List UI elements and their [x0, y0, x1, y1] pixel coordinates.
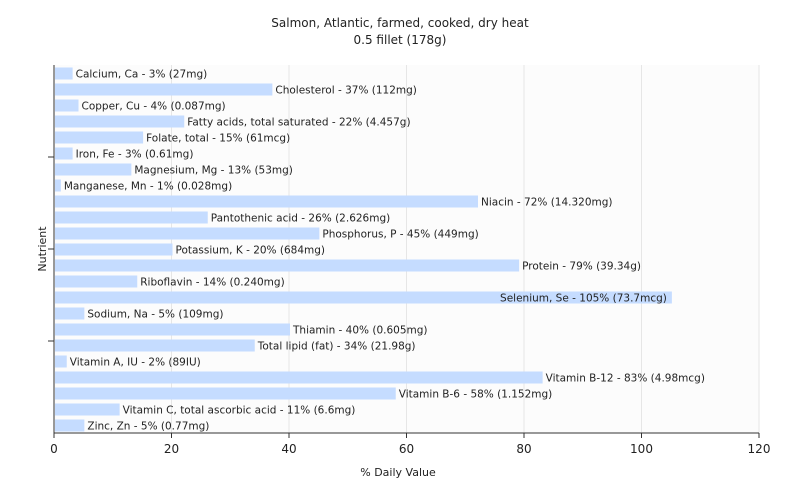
bar-label: Cholesterol - 37% (112mg) — [275, 85, 417, 97]
bar — [55, 339, 255, 352]
chart-subtitle: 0.5 fillet (178g) — [354, 33, 447, 47]
bar-label: Total lipid (fat) - 34% (21.98g) — [257, 341, 416, 353]
bar-label: Sodium, Na - 5% (109mg) — [87, 309, 223, 321]
bar-labels: Calcium, Ca - 3% (27mg) Cholesterol - 37%… — [64, 69, 705, 433]
bar-label: Magnesium, Mg - 13% (53mg) — [134, 165, 293, 177]
x-tick-label: 0 — [50, 442, 58, 456]
y-axis-ticks — [48, 156, 54, 342]
x-tick-label: 20 — [164, 442, 179, 456]
bar-label: Copper, Cu - 4% (0.087mg) — [82, 101, 226, 113]
bar-label: Vitamin B-6 - 58% (1.152mg) — [399, 389, 553, 401]
bar — [55, 67, 73, 80]
bar — [55, 291, 672, 304]
bar — [55, 403, 120, 416]
bar — [55, 355, 67, 368]
x-tick-label: 60 — [399, 442, 414, 456]
bar-label: Potassium, K - 20% (684mg) — [176, 245, 326, 257]
x-axis-ticks: 0 20 40 60 80 100 120 — [50, 433, 770, 456]
bar-label: Protein - 79% (39.34g) — [522, 261, 641, 273]
bar-label: Selenium, Se - 105% (73.7mcg) — [500, 293, 667, 305]
bar — [55, 147, 73, 160]
bar-label: Thiamin - 40% (0.605mg) — [292, 325, 428, 337]
bar — [55, 227, 320, 240]
bar — [55, 307, 85, 320]
x-axis-label: % Daily Value — [360, 466, 436, 479]
bar — [55, 243, 173, 256]
bar — [55, 99, 79, 112]
bar-label: Phosphorus, P - 45% (449mg) — [322, 229, 478, 241]
bar — [55, 83, 273, 96]
y-axis-label: Nutrient — [36, 226, 49, 272]
bar-label: Calcium, Ca - 3% (27mg) — [76, 69, 208, 81]
bar-label: Niacin - 72% (14.320mg) — [481, 197, 613, 209]
x-tick-label: 80 — [516, 442, 531, 456]
bar-label: Iron, Fe - 3% (0.61mg) — [76, 149, 194, 161]
bar — [55, 419, 85, 432]
bar — [55, 131, 144, 144]
bar — [55, 371, 543, 384]
bar — [55, 275, 138, 288]
bar — [55, 387, 396, 400]
bar-label: Zinc, Zn - 5% (0.77mg) — [87, 421, 209, 433]
chart-title: Salmon, Atlantic, farmed, cooked, dry he… — [271, 16, 529, 30]
bar — [55, 163, 132, 176]
bar — [55, 323, 290, 336]
bar — [55, 195, 478, 208]
bar-label: Vitamin B-12 - 83% (4.98mcg) — [546, 373, 705, 385]
bar — [55, 115, 185, 128]
bar-label: Pantothenic acid - 26% (2.626mg) — [211, 213, 390, 225]
bar — [55, 259, 520, 272]
bar-label: Folate, total - 15% (61mcg) — [146, 133, 290, 145]
bars — [55, 67, 672, 432]
x-tick-label: 40 — [281, 442, 296, 456]
bar-label: Manganese, Mn - 1% (0.028mg) — [64, 181, 232, 193]
bar-label: Vitamin A, IU - 2% (89IU) — [70, 357, 201, 369]
bar-label: Fatty acids, total saturated - 22% (4.45… — [187, 117, 410, 129]
bar-label: Riboflavin - 14% (0.240mg) — [140, 277, 284, 289]
bar — [55, 179, 61, 192]
x-tick-label: 120 — [748, 442, 771, 456]
bar — [55, 211, 208, 224]
x-tick-label: 100 — [630, 442, 653, 456]
bar-label: Vitamin C, total ascorbic acid - 11% (6.… — [123, 405, 356, 417]
